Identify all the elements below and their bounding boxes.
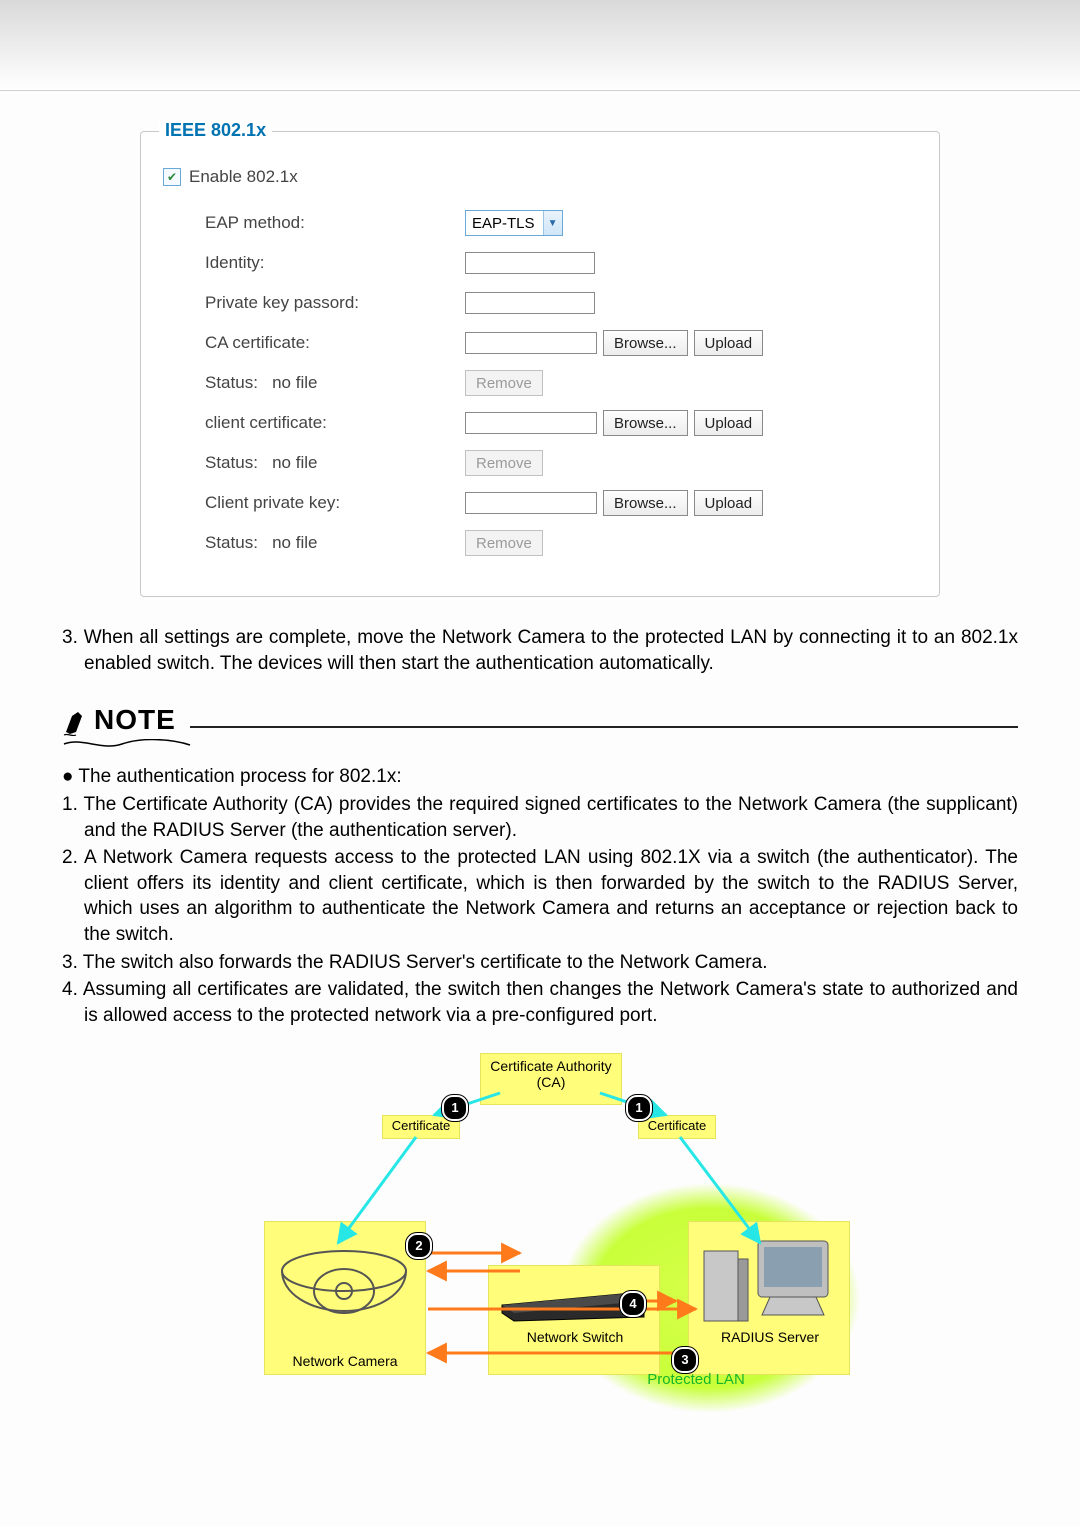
pen-icon	[62, 706, 88, 736]
note-item-1: 1. The Certificate Authority (CA) provid…	[62, 792, 1018, 843]
chevron-down-icon: ▼	[543, 211, 562, 235]
ca-label-2: (CA)	[481, 1074, 621, 1090]
client-privkey-path-input[interactable]	[465, 492, 597, 514]
ca-cert-remove-button[interactable]: Remove	[465, 370, 543, 396]
client-privkey-upload-button[interactable]: Upload	[694, 490, 764, 516]
cert-node-right: Certificate	[638, 1115, 716, 1139]
privkeypass-label: Private key passord:	[163, 293, 465, 313]
badge-1a: 1	[442, 1095, 468, 1121]
client-privkey-remove-button[interactable]: Remove	[465, 530, 543, 556]
identity-label: Identity:	[163, 253, 465, 273]
badge-4: 4	[620, 1291, 646, 1317]
privkeypass-input[interactable]	[465, 292, 595, 314]
step-3-text: 3. When all settings are complete, move …	[62, 625, 1018, 676]
page-header-gradient	[0, 0, 1080, 91]
eap-method-value: EAP-TLS	[466, 211, 543, 235]
enable-8021x-label: Enable 802.1x	[189, 167, 298, 187]
badge-2: 2	[406, 1233, 432, 1259]
note-item-3: 3. The switch also forwards the RADIUS S…	[62, 950, 1018, 976]
ca-cert-upload-button[interactable]: Upload	[694, 330, 764, 356]
note-rule	[190, 726, 1018, 728]
ca-cert-label: CA certificate:	[163, 333, 465, 353]
ca-node: Certificate Authority (CA)	[480, 1053, 622, 1105]
note-underline-icon	[62, 739, 192, 749]
client-cert-path-input[interactable]	[465, 412, 597, 434]
note-body: ● The authentication process for 802.1x:…	[62, 764, 1018, 1028]
eap-method-label: EAP method:	[163, 213, 465, 233]
camera-icon	[274, 1231, 414, 1341]
enable-8021x-checkbox[interactable]: ✔	[163, 168, 181, 186]
ca-cert-status-value: no file	[272, 373, 317, 392]
protected-lan-label: Protected LAN	[636, 1371, 756, 1388]
badge-3: 3	[672, 1347, 698, 1373]
ca-cert-browse-button[interactable]: Browse...	[603, 330, 688, 356]
ca-label-1: Certificate Authority	[481, 1058, 621, 1074]
note-label: NOTE	[94, 704, 176, 736]
client-cert-status-value: no file	[272, 453, 317, 472]
switch-label: Network Switch	[510, 1329, 640, 1345]
note-bullet: ● The authentication process for 802.1x:	[62, 764, 1018, 790]
eap-method-select[interactable]: EAP-TLS ▼	[465, 210, 563, 236]
badge-1b: 1	[626, 1095, 652, 1121]
ieee-8021x-panel: IEEE 802.1x ✔ Enable 802.1x EAP method: …	[140, 131, 940, 597]
server-icon	[698, 1231, 838, 1331]
status-prefix: Status:	[205, 373, 258, 392]
identity-input[interactable]	[465, 252, 595, 274]
client-cert-status: Status: no file	[163, 453, 465, 473]
client-cert-label: client certificate:	[163, 413, 465, 433]
auth-flow-diagram: Certificate Authority (CA) Certificate C…	[220, 1053, 860, 1413]
client-privkey-browse-button[interactable]: Browse...	[603, 490, 688, 516]
note-heading: NOTE	[62, 704, 1018, 736]
client-cert-remove-button[interactable]: Remove	[465, 450, 543, 476]
camera-label: Network Camera	[280, 1353, 410, 1369]
ca-cert-path-input[interactable]	[465, 332, 597, 354]
panel-legend: IEEE 802.1x	[159, 120, 272, 141]
client-privkey-label: Client private key:	[163, 493, 465, 513]
note-item-4: 4. Assuming all certificates are validat…	[62, 977, 1018, 1028]
status-prefix-3: Status:	[205, 533, 258, 552]
client-privkey-status-value: no file	[272, 533, 317, 552]
client-privkey-status: Status: no file	[163, 533, 465, 553]
client-cert-browse-button[interactable]: Browse...	[603, 410, 688, 436]
step-3-paragraph: 3. When all settings are complete, move …	[62, 625, 1018, 676]
radius-label: RADIUS Server	[710, 1329, 830, 1345]
note-item-2: 2. A Network Camera requests access to t…	[62, 845, 1018, 948]
ca-cert-status: Status: no file	[163, 373, 465, 393]
client-cert-upload-button[interactable]: Upload	[694, 410, 764, 436]
status-prefix-2: Status:	[205, 453, 258, 472]
